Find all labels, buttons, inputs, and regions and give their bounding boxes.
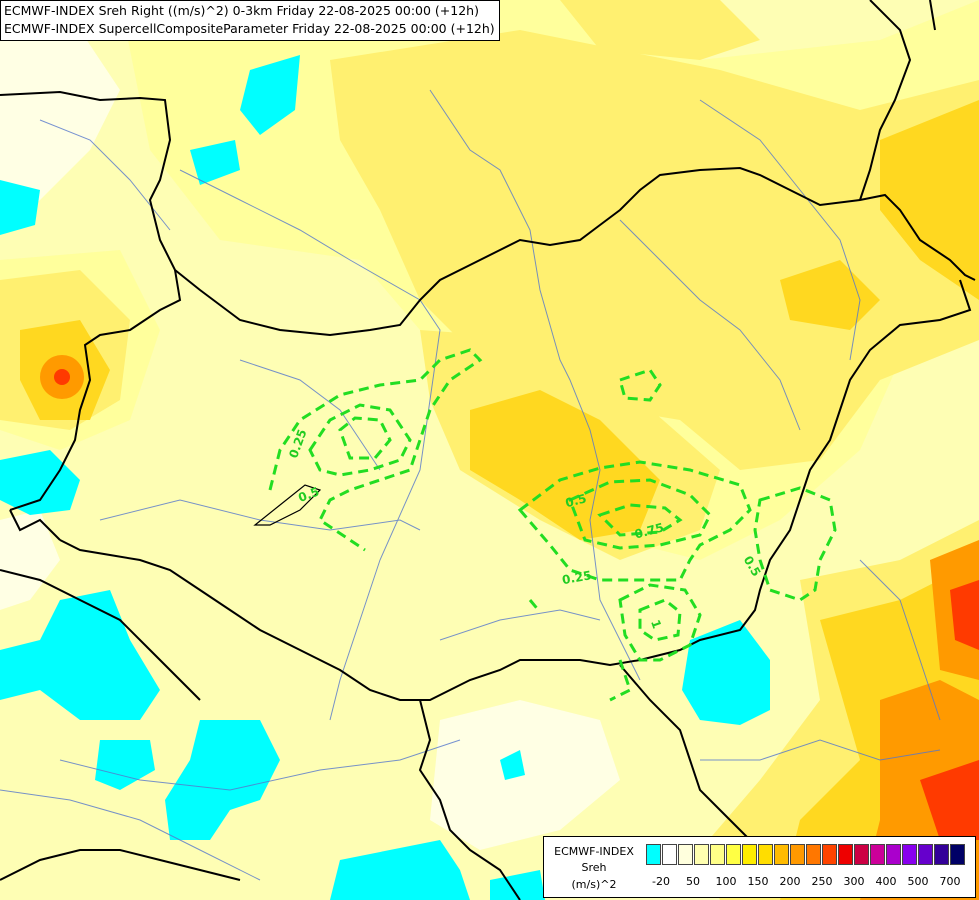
legend-tick-label: 400 (875, 875, 897, 888)
legend-swatch (918, 844, 933, 865)
title-line-sreh: ECMWF-INDEX Sreh Right ((m/s)^2) 0-3km F… (4, 3, 479, 18)
legend-tick-label: 100 (715, 875, 737, 888)
legend-tick-label: 150 (747, 875, 769, 888)
field-cyan (0, 55, 770, 900)
legend-swatch (950, 844, 965, 865)
legend-unit: (m/s)^2 (571, 878, 617, 891)
legend-swatch (886, 844, 901, 865)
legend-swatch (790, 844, 805, 865)
contour-label-2: 0.5 (296, 484, 321, 504)
legend-tick-label: 200 (779, 875, 801, 888)
legend-tick-label: 300 (843, 875, 865, 888)
legend-swatch (806, 844, 821, 865)
legend-swatch (774, 844, 789, 865)
rivers (0, 89, 941, 881)
field-red (54, 369, 979, 840)
legend-swatch (870, 844, 885, 865)
legend-swatch (742, 844, 757, 865)
legend-swatch (902, 844, 917, 865)
legend-variable: Sreh (581, 861, 607, 874)
legend-tick-label: 500 (907, 875, 929, 888)
legend-tick-label: 700 (939, 875, 961, 888)
legend-swatch (822, 844, 837, 865)
lake-outline (253, 484, 322, 526)
legend-swatch (678, 844, 693, 865)
contour-label-5: 0.25 (561, 568, 593, 587)
legend-swatch (646, 844, 661, 865)
contour-label-3: 0.5 (564, 491, 588, 510)
legend-swatch (662, 844, 677, 865)
legend-swatch (710, 844, 725, 865)
legend-tick-label: 250 (811, 875, 833, 888)
legend-swatch (934, 844, 949, 865)
color-legend: ECMWF-INDEX Sreh (m/s)^2 -20 50 100 150 200 2… (543, 836, 976, 898)
legend-tick-label: 50 (686, 875, 700, 888)
legend-tick-label: -20 (652, 875, 670, 888)
map-title: ECMWF-INDEX Sreh Right ((m/s)^2) 0-3km F… (0, 0, 500, 41)
legend-swatch (838, 844, 853, 865)
legend-swatch (726, 844, 741, 865)
legend-swatch (854, 844, 869, 865)
legend-swatch (694, 844, 709, 865)
scp-contours (268, 348, 837, 702)
legend-color-bar (646, 844, 966, 865)
title-line-scp: ECMWF-INDEX SupercellCompositeParameter … (4, 21, 495, 36)
legend-swatch (758, 844, 773, 865)
legend-title: ECMWF-INDEX (554, 845, 634, 858)
